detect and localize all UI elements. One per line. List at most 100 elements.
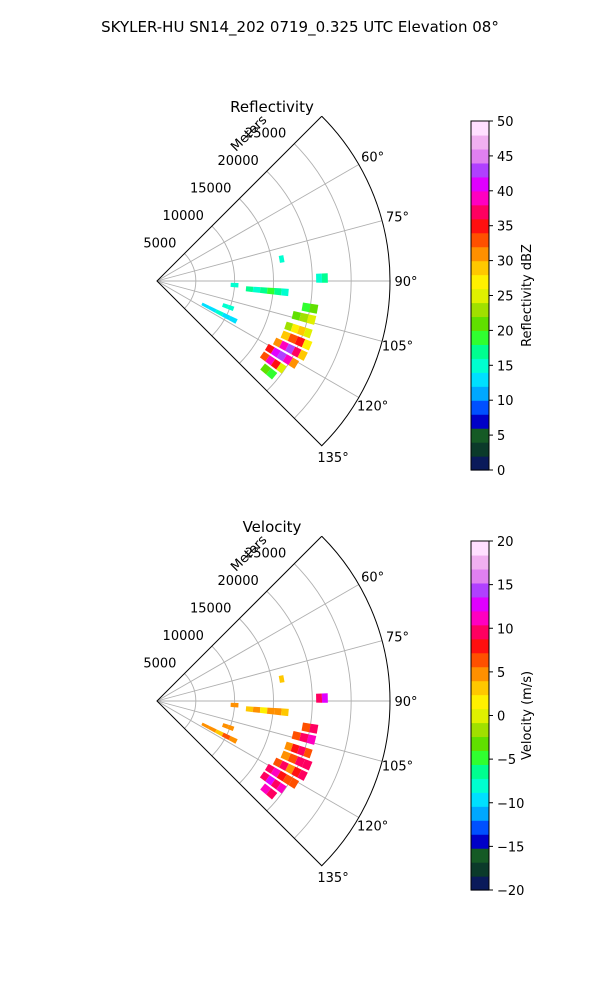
colorbar-tick-label: 20 bbox=[497, 324, 514, 339]
echo-gate bbox=[265, 355, 276, 366]
polar-frame bbox=[156, 115, 391, 447]
echo-gate bbox=[221, 723, 229, 729]
reflectivity-colorbar: 0 5 10 15 20 25 30 35 40 45 50 Reflectivity dBZ bbox=[470, 115, 535, 479]
radial-tick-label: 20000 bbox=[217, 154, 258, 169]
radial-tick-label: 10000 bbox=[163, 209, 204, 224]
echo-gate bbox=[266, 707, 275, 715]
colorbar-tick-label: 15 bbox=[497, 359, 514, 374]
polar-frame bbox=[156, 535, 391, 867]
echo-gate bbox=[294, 756, 306, 768]
colorbar-segment bbox=[471, 358, 489, 373]
echo-gate bbox=[306, 314, 317, 325]
radial-tick-label: 5000 bbox=[143, 237, 176, 252]
azimuth-tick-label: 90° bbox=[394, 275, 417, 290]
echo-gate bbox=[264, 763, 275, 774]
colorbar-segment bbox=[471, 162, 489, 178]
colorbar-segment bbox=[471, 121, 489, 136]
azimuth-tick-label: 120° bbox=[357, 400, 388, 415]
echo-gate bbox=[301, 302, 311, 313]
colorbar-segment bbox=[471, 652, 489, 668]
colorbar-tick-label: 20 bbox=[497, 535, 514, 550]
colorbar-tick-label: 5 bbox=[497, 666, 505, 681]
colorbar-segment bbox=[471, 848, 489, 863]
echo-gate bbox=[303, 747, 313, 759]
polar-grid bbox=[156, 143, 390, 419]
echo-gate bbox=[230, 282, 235, 288]
echo-gate bbox=[276, 770, 287, 782]
echo-gate bbox=[303, 327, 313, 339]
echo-gate bbox=[290, 323, 300, 334]
echo-gate bbox=[259, 707, 268, 714]
velocity-colorbar: −20 −15 −10 −5 0 5 10 15 20 Velocity (m/s) bbox=[470, 535, 535, 899]
echo-gate bbox=[279, 760, 289, 771]
velocity-polar-plot: 500010000150002000025000Meters60°75°90°1… bbox=[143, 533, 417, 886]
echo-gate bbox=[266, 788, 278, 800]
echo-gate bbox=[280, 750, 291, 761]
colorbar-segment bbox=[471, 568, 489, 584]
colorbar-segment bbox=[471, 806, 489, 821]
colorbar-label: Reflectivity dBZ bbox=[520, 244, 535, 347]
echo-gate bbox=[276, 350, 287, 362]
azimuth-tick-label: 60° bbox=[361, 571, 384, 586]
echo-gate bbox=[274, 287, 282, 296]
echo-gate bbox=[221, 312, 231, 321]
echo-gate bbox=[296, 325, 307, 336]
echo-gate bbox=[309, 723, 319, 734]
colorbar-segment bbox=[471, 260, 489, 276]
echo-gate bbox=[276, 782, 287, 794]
colorbar-segment bbox=[471, 694, 489, 710]
echo-gate bbox=[309, 303, 319, 314]
azimuth-tick-label: 105° bbox=[382, 339, 413, 354]
radial-tick-label: 20000 bbox=[217, 574, 258, 589]
echo-gate bbox=[276, 362, 287, 374]
echo-gate bbox=[228, 315, 238, 324]
azimuth-spoke bbox=[156, 584, 360, 702]
echo-gate bbox=[278, 675, 285, 683]
colorbar-segment bbox=[471, 834, 489, 849]
colorbar-tick-label: 15 bbox=[497, 579, 514, 594]
echo-gate bbox=[272, 337, 283, 348]
colorbar-segment bbox=[471, 190, 489, 206]
echo-gate bbox=[316, 273, 323, 283]
colorbar-segment bbox=[471, 862, 489, 877]
echo-gate bbox=[281, 288, 289, 297]
azimuth-spoke bbox=[156, 700, 383, 762]
azimuth-spoke bbox=[156, 280, 383, 342]
echo-gate bbox=[297, 349, 308, 361]
colorbar-tick-label: −20 bbox=[497, 884, 524, 899]
colorbar-segment bbox=[471, 274, 489, 290]
echo-gate bbox=[266, 287, 275, 295]
figure-title: SKYLER-HU SN14_202 0719_0.325 UTC Elevat… bbox=[101, 18, 499, 37]
colorbar-label: Velocity (m/s) bbox=[520, 671, 535, 760]
echo-gate bbox=[279, 340, 289, 351]
colorbar-tick-label: 25 bbox=[497, 290, 514, 305]
echo-gate bbox=[284, 321, 294, 332]
colorbar-segment bbox=[471, 218, 489, 234]
colorbar-segment bbox=[471, 232, 489, 248]
reflectivity-title: Reflectivity bbox=[230, 98, 314, 116]
colorbar-tick-label: 30 bbox=[497, 255, 514, 270]
velocity-panel: Velocity 500010000150002000025000Meters6… bbox=[143, 518, 535, 899]
echo-gate bbox=[316, 693, 323, 703]
colorbar-segment bbox=[471, 372, 489, 387]
echo-gate bbox=[285, 763, 296, 775]
echo-gate bbox=[259, 351, 270, 362]
echo-gate bbox=[201, 302, 210, 309]
echo-gate bbox=[270, 767, 281, 778]
colorbar-segment bbox=[471, 764, 489, 779]
colorbar-segment bbox=[471, 246, 489, 262]
echo-gate bbox=[290, 743, 300, 754]
azimuth-tick-label: 135° bbox=[317, 871, 348, 886]
colorbar-segment bbox=[471, 428, 489, 443]
echo-gate bbox=[270, 779, 282, 790]
colorbar-segment bbox=[471, 302, 489, 318]
azimuth-spoke bbox=[156, 220, 383, 282]
echo-gate bbox=[299, 312, 309, 323]
colorbar-segment bbox=[471, 876, 489, 891]
colorbar-segment bbox=[471, 792, 489, 807]
echo-gate bbox=[285, 343, 296, 355]
colorbar-segment bbox=[471, 554, 489, 570]
echo-gate bbox=[306, 734, 317, 745]
azimuth-spoke bbox=[156, 164, 360, 282]
